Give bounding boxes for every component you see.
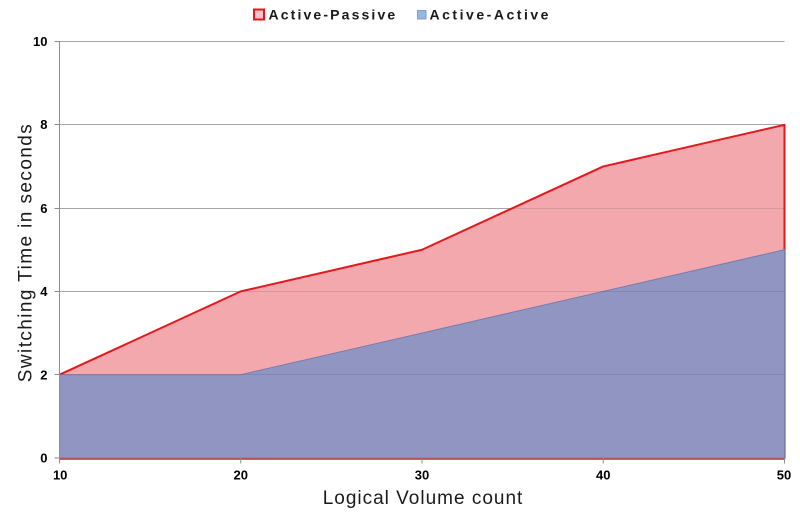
svg-text:30: 30 [415, 468, 429, 483]
svg-text:8: 8 [40, 117, 47, 132]
svg-text:Active-Passive: Active-Passive [269, 7, 398, 23]
svg-text:4: 4 [40, 284, 48, 299]
svg-text:Switching Time in seconds: Switching Time in seconds [16, 123, 37, 382]
svg-text:40: 40 [596, 468, 610, 483]
svg-text:10: 10 [53, 468, 67, 483]
svg-text:20: 20 [234, 468, 248, 483]
svg-text:2: 2 [40, 367, 47, 382]
svg-text:Logical Volume count: Logical Volume count [323, 488, 524, 509]
svg-text:10: 10 [33, 34, 47, 49]
svg-text:Active-Active: Active-Active [430, 7, 551, 23]
svg-text:50: 50 [777, 468, 791, 483]
svg-text:0: 0 [40, 451, 47, 466]
svg-text:6: 6 [40, 201, 47, 216]
